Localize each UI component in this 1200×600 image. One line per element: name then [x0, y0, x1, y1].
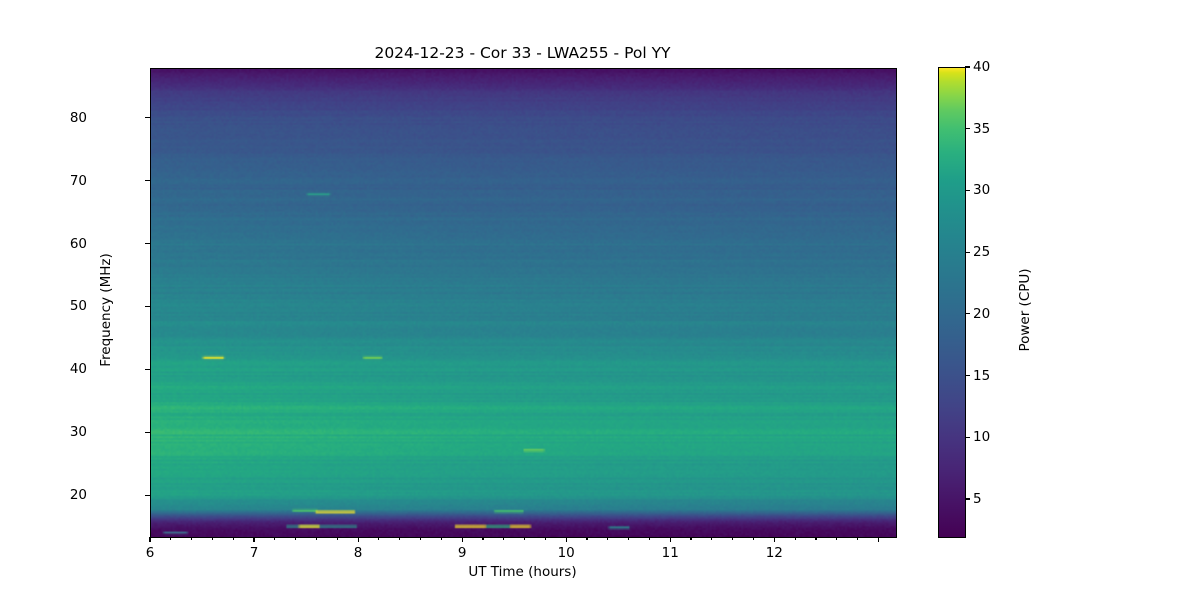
colorbar-ticklabel-40: 40 [973, 59, 991, 75]
y-ticklabel-30: 30 [69, 424, 87, 441]
y-ticklabel-70: 70 [69, 172, 87, 189]
colorbar-tick-5 [965, 498, 970, 500]
x-ticklabel-7: 7 [249, 545, 259, 561]
y-tick-40 [145, 368, 150, 370]
spectrogram-axes[interactable] [150, 68, 897, 538]
x-tick-13.0 [877, 537, 879, 542]
spectrogram-canvas [151, 69, 896, 537]
y-tick-70 [145, 179, 150, 182]
x-tick-6.4 [191, 537, 193, 540]
colorbar-ticklabel-15: 15 [973, 367, 991, 384]
x-tick-6.0 [149, 537, 151, 542]
colorbar-ticklabel-35: 35 [973, 120, 991, 137]
x-axis-label: UT Time (hours) [468, 564, 577, 580]
y-tick-50 [145, 305, 150, 307]
x-tick-10.6 [628, 537, 630, 540]
x-tick-12.4 [815, 537, 817, 540]
x-tick-9.0 [461, 537, 463, 542]
x-tick-11.8 [752, 537, 755, 540]
x-tick-6.6 [211, 537, 214, 540]
x-tick-11.0 [669, 537, 671, 542]
x-tick-12.0 [773, 537, 775, 542]
x-tick-7.2 [274, 537, 276, 540]
x-tick-12.6 [836, 537, 838, 540]
y-ticklabel-60: 60 [69, 235, 87, 252]
x-tick-9.8 [544, 537, 546, 540]
y-ticklabel-40: 40 [69, 361, 87, 378]
x-tick-10.4 [607, 537, 609, 540]
colorbar-tick-30 [965, 189, 970, 191]
x-tick-12.8 [856, 537, 859, 540]
x-ticklabel-10: 10 [557, 545, 575, 561]
y-ticklabel-50: 50 [69, 298, 87, 315]
x-tick-9.2 [482, 537, 484, 540]
y-tick-80 [145, 117, 150, 119]
colorbar-ticklabel-25: 25 [973, 244, 991, 261]
y-tick-30 [145, 431, 150, 433]
x-tick-11.2 [690, 537, 692, 540]
x-tick-8.4 [399, 537, 401, 540]
x-ticklabel-9: 9 [457, 545, 467, 561]
x-ticklabel-11: 11 [661, 545, 679, 561]
colorbar [938, 67, 966, 538]
x-tick-10.8 [648, 537, 651, 540]
y-axis-label: Frequency (MHz) [98, 253, 114, 367]
x-tick-8.8 [440, 537, 442, 540]
y-ticklabel-20: 20 [69, 487, 87, 504]
x-tick-6.8 [232, 537, 234, 540]
colorbar-ticklabel-20: 20 [973, 305, 991, 322]
x-tick-12.2 [794, 537, 796, 540]
x-tick-11.4 [711, 537, 713, 540]
colorbar-ticklabel-30: 30 [973, 182, 991, 199]
chart-title: 2024-12-23 - Cor 33 - LWA255 - Pol YY [374, 44, 671, 62]
x-ticklabel-6: 6 [145, 545, 155, 561]
y-ticklabel-80: 80 [69, 109, 87, 126]
x-tick-7.4 [295, 537, 297, 540]
x-tick-9.6 [523, 537, 526, 540]
colorbar-ticklabel-10: 10 [973, 429, 991, 446]
x-tick-11.6 [732, 537, 734, 540]
x-tick-10.2 [586, 537, 588, 540]
spectrogram-image [151, 69, 896, 537]
colorbar-label: Power (CPU) [1017, 268, 1033, 352]
x-tick-9.4 [503, 537, 505, 540]
x-tick-10.0 [565, 537, 567, 542]
colorbar-tick-35 [965, 128, 970, 130]
y-tick-60 [145, 242, 150, 245]
colorbar-tick-40 [965, 66, 970, 68]
x-tick-8.6 [419, 537, 422, 540]
x-tick-6.2 [170, 537, 172, 540]
x-tick-7.8 [336, 537, 338, 540]
x-ticklabel-8: 8 [353, 545, 363, 561]
x-tick-7.0 [253, 537, 255, 542]
x-tick-8.2 [378, 537, 380, 540]
x-tick-8.0 [357, 537, 359, 542]
colorbar-tick-10 [965, 436, 970, 438]
x-ticklabel-12: 12 [765, 545, 783, 561]
y-tick-20 [145, 494, 150, 496]
colorbar-tick-15 [965, 374, 970, 377]
colorbar-tick-25 [965, 251, 970, 253]
colorbar-ticklabel-5: 5 [973, 490, 982, 507]
colorbar-tick-20 [965, 313, 970, 315]
x-tick-7.6 [315, 537, 318, 540]
